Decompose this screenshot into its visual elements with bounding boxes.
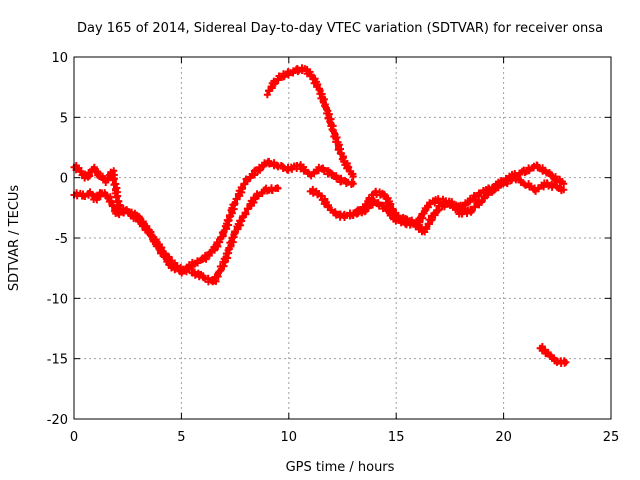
- chart-title: Day 165 of 2014, Sidereal Day-to-day VTE…: [77, 21, 603, 36]
- x-tick-label: 15: [388, 430, 405, 445]
- data-point: [307, 71, 315, 79]
- y-tick-label: -5: [55, 232, 68, 247]
- data-point: [319, 164, 327, 172]
- data-point: [345, 163, 353, 171]
- data-point: [239, 184, 247, 192]
- data-point: [274, 185, 282, 193]
- series-track-e: [349, 172, 568, 236]
- data-point: [540, 346, 548, 354]
- data-point: [77, 167, 85, 175]
- data-point: [317, 192, 325, 200]
- data-point: [231, 199, 239, 207]
- data-point: [246, 174, 254, 182]
- data-point: [333, 133, 341, 141]
- data-point: [349, 180, 357, 188]
- x-tick-label: 0: [70, 430, 78, 445]
- x-tick-label: 10: [281, 430, 298, 445]
- grid-lines: [74, 57, 611, 419]
- series-track-c: [263, 64, 357, 180]
- data-point: [274, 76, 282, 84]
- x-tick-label: 25: [603, 430, 620, 445]
- data-point: [535, 185, 543, 193]
- data-point: [431, 210, 439, 218]
- data-point: [484, 191, 492, 199]
- y-axis-label: SDTVAR / TECUs: [7, 185, 22, 292]
- data-point: [434, 206, 442, 214]
- data-point: [364, 204, 372, 212]
- data-point: [386, 201, 394, 209]
- y-tick-label: 10: [51, 51, 68, 66]
- data-point: [349, 172, 357, 180]
- data-point: [560, 186, 568, 194]
- data-point: [422, 224, 430, 232]
- data-point: [220, 262, 228, 270]
- series-track-a: [70, 157, 357, 277]
- data-point: [242, 209, 250, 217]
- series-track-f: [536, 342, 570, 367]
- data-point: [258, 189, 266, 197]
- x-axis-label: GPS time / hours: [286, 460, 395, 475]
- data-point: [243, 205, 251, 213]
- data-point: [340, 157, 348, 165]
- data-point: [324, 202, 332, 210]
- data-point: [562, 358, 570, 366]
- data-point: [224, 254, 232, 262]
- x-tick-label: 20: [495, 430, 512, 445]
- data-point: [319, 97, 327, 105]
- data-point: [265, 87, 273, 95]
- data-point: [232, 195, 240, 203]
- series-track-b: [70, 184, 282, 286]
- y-tick-label: 0: [60, 172, 68, 187]
- y-tick-label: -20: [47, 413, 68, 428]
- y-tick-label: 5: [60, 111, 68, 126]
- data-point: [470, 203, 478, 211]
- data-point: [135, 213, 143, 221]
- axis-ticks: 0 5 10 15 20 25 -20 -15 -10 -5 0 5 10: [47, 51, 620, 445]
- y-tick-label: -10: [47, 292, 68, 307]
- data-point: [310, 170, 318, 178]
- data-point: [380, 190, 388, 198]
- data-point: [560, 180, 568, 188]
- data-point: [259, 162, 267, 170]
- x-tick-label: 5: [177, 430, 185, 445]
- data-point: [331, 208, 339, 216]
- data-point: [263, 91, 271, 99]
- data-points: [70, 64, 570, 367]
- data-point: [123, 206, 131, 214]
- y-tick-label: -15: [47, 353, 68, 368]
- data-point: [374, 199, 382, 207]
